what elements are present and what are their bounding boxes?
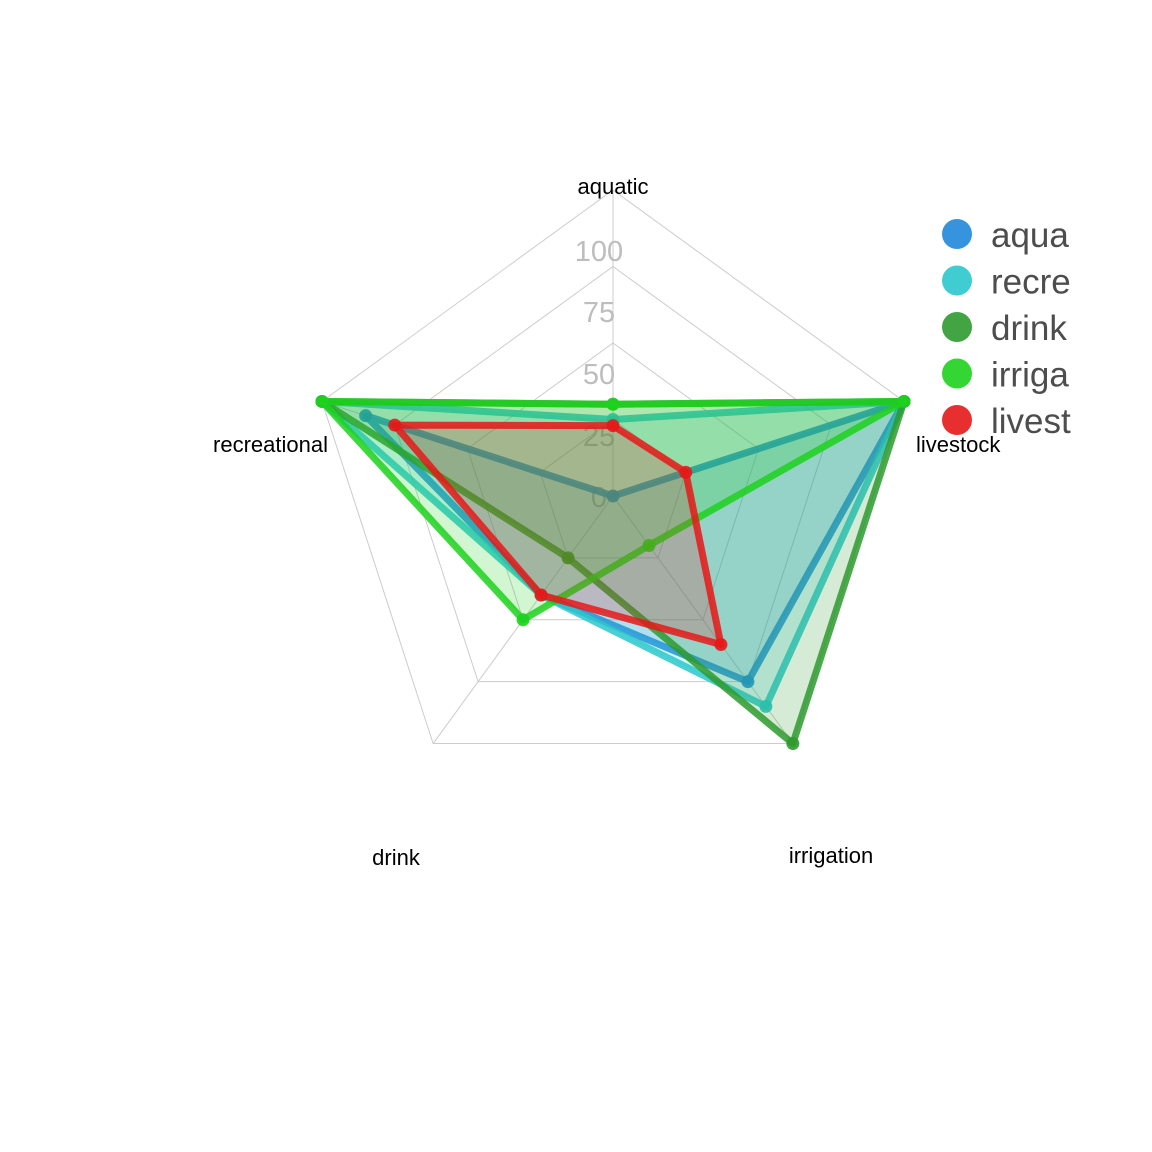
series-irrigation <box>315 394 911 627</box>
point-aquatic-irrigation <box>741 675 755 689</box>
tick-label-50: 50 <box>583 359 615 391</box>
axis-labels: aquatic livestock irrigation drink recre… <box>213 174 1001 870</box>
legend-key-irrigation <box>942 358 972 389</box>
legend-label-irrigation: irriga <box>991 356 1069 395</box>
axis-label-drink: drink <box>372 845 421 870</box>
point-irrigation-livestock <box>897 394 911 408</box>
point-recreational-irrigation <box>759 699 773 713</box>
axis-label-aquatic: aquatic <box>578 174 649 199</box>
point-livestock-livestock <box>679 465 693 479</box>
point-aquatic-aquatic <box>606 489 620 503</box>
point-irrigation-recreational <box>315 394 329 408</box>
axis-label-recreational: recreational <box>213 432 328 457</box>
point-drink-drink <box>561 551 575 565</box>
series-area-irrigation <box>321 401 905 620</box>
legend-label-livestock: livest <box>991 402 1071 441</box>
point-irrigation-drink <box>516 613 530 627</box>
legend: aqua recre drink irriga livest <box>942 216 1071 441</box>
point-livestock-aquatic <box>606 419 620 433</box>
series-livestock <box>388 418 728 652</box>
series-line-irrigation <box>318 397 908 624</box>
grid-ring-50 <box>466 342 760 621</box>
point-livestock-recreational <box>388 418 402 432</box>
tick-label-100: 100 <box>575 236 623 268</box>
point-livestock-drink <box>534 588 548 602</box>
legend-label-recreational: recre <box>991 263 1071 302</box>
grid-ring-75 <box>394 265 832 683</box>
legend-key-recreational <box>942 265 972 296</box>
legend-label-aquatic: aqua <box>991 216 1069 255</box>
point-irrigation-irrigation <box>642 539 656 553</box>
legend-key-aquatic <box>942 219 972 249</box>
legend-key-livestock <box>942 405 972 435</box>
legend-key-drink <box>942 312 972 342</box>
grid-ring-100 <box>321 189 905 745</box>
series-area-recreational <box>321 401 905 707</box>
axis-label-livestock: livestock <box>916 432 1001 457</box>
point-irrigation-aquatic <box>606 397 620 411</box>
legend-label-drink: drink <box>991 309 1067 348</box>
point-aquatic-recreational <box>359 409 373 423</box>
axis-label-irrigation: irrigation <box>789 843 873 868</box>
series-line-livestock <box>391 421 725 649</box>
point-livestock-irrigation <box>714 638 728 652</box>
series-area-livestock <box>394 425 721 645</box>
point-drink-irrigation <box>786 737 800 751</box>
tick-label-75: 75 <box>583 297 615 329</box>
series-area-aquatic <box>365 401 905 682</box>
series-layer <box>315 394 911 751</box>
series-line-aquatic <box>362 397 908 686</box>
